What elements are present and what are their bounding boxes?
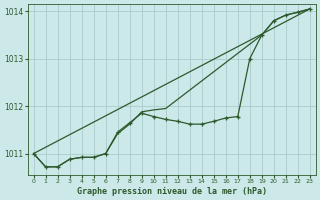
X-axis label: Graphe pression niveau de la mer (hPa): Graphe pression niveau de la mer (hPa) xyxy=(77,187,267,196)
